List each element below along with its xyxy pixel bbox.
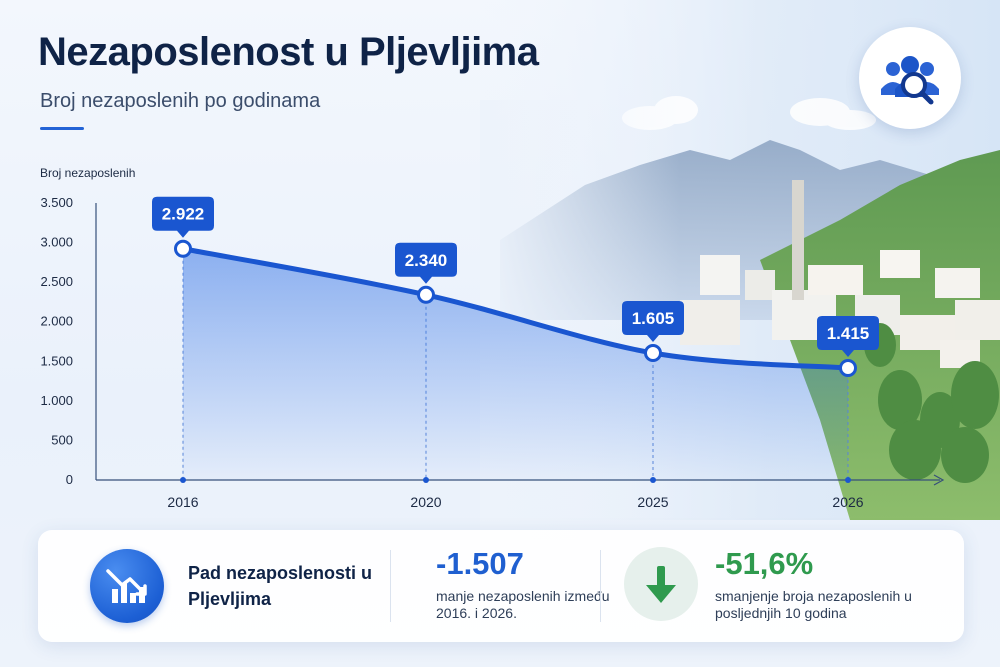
data-label: 2.340 <box>395 242 457 284</box>
y-tick-label: 3.500 <box>40 195 73 210</box>
page-subtitle: Broj nezaposlenih po godinama <box>40 90 321 112</box>
data-label-box <box>395 242 457 284</box>
x-tick-label: 2020 <box>410 494 441 510</box>
data-points <box>174 239 857 378</box>
x-tick-label: 2016 <box>167 494 198 510</box>
x-axis-arrow <box>933 474 945 486</box>
stat-difference-value: -1.507 <box>436 546 524 581</box>
chart-down-icon <box>90 549 164 623</box>
title-underline <box>40 127 84 130</box>
data-point <box>839 359 857 378</box>
series-line <box>180 246 851 371</box>
summary-divider <box>600 550 601 622</box>
y-tick-label: 1.000 <box>40 393 73 408</box>
summary-divider <box>390 550 391 622</box>
chimney <box>792 180 804 300</box>
data-label: 1.415 <box>817 316 879 358</box>
data-label-callouts: 2.922 2.340 1.605 1.415 <box>152 196 879 358</box>
summary-title: Pad nezaposlenosti u Pljevljima <box>188 563 373 609</box>
y-axis-title: Broj nezaposlenih <box>40 166 135 180</box>
data-label-box <box>152 196 214 238</box>
x-tick-label: 2026 <box>832 494 863 510</box>
stat-percent-value: -51,6% <box>715 546 814 581</box>
data-label-text: 2.922 <box>162 205 205 224</box>
data-label-text: 2.340 <box>405 251 448 270</box>
data-label-box <box>817 316 879 358</box>
y-tick-label: 3.000 <box>40 235 73 250</box>
unemployment-chart: Broj nezaposlenih 0 500 1.000 1.500 2.000 2.5… <box>40 166 945 510</box>
y-axis-ticks: 0 500 1.000 1.500 2.000 2.500 3.000 3.500 <box>40 195 73 487</box>
y-tick-label: 500 <box>51 432 73 447</box>
y-tick-label: 2.500 <box>40 274 73 289</box>
data-point <box>174 239 192 258</box>
stat-difference-description: manje nezaposlenih između 2016. i 2026. <box>436 588 610 621</box>
data-point <box>417 285 435 304</box>
x-tick-label: 2025 <box>637 494 668 510</box>
x-axis-labels: 2016 2020 2025 2026 <box>167 494 863 510</box>
page-title: Nezaposlenost u Pljevljima <box>38 30 539 74</box>
data-label-box <box>622 300 684 342</box>
arrow-down-icon <box>624 547 698 621</box>
y-tick-label: 1.500 <box>40 353 73 368</box>
y-tick-label: 2.000 <box>40 314 73 329</box>
data-label-text: 1.605 <box>632 309 675 328</box>
data-label: 1.605 <box>622 300 684 342</box>
series-area <box>183 248 848 480</box>
data-point <box>644 343 662 362</box>
people-search-icon <box>859 27 961 129</box>
town <box>680 180 1000 368</box>
data-label: 2.922 <box>152 196 214 238</box>
y-tick-label: 0 <box>66 472 73 487</box>
stat-percent-description: smanjenje broja nezaposlenih u posljednj… <box>715 588 912 621</box>
summary-panel: Pad nezaposlenosti u Pljevljima -1.507 m… <box>38 530 964 642</box>
data-label-text: 1.415 <box>827 324 870 343</box>
